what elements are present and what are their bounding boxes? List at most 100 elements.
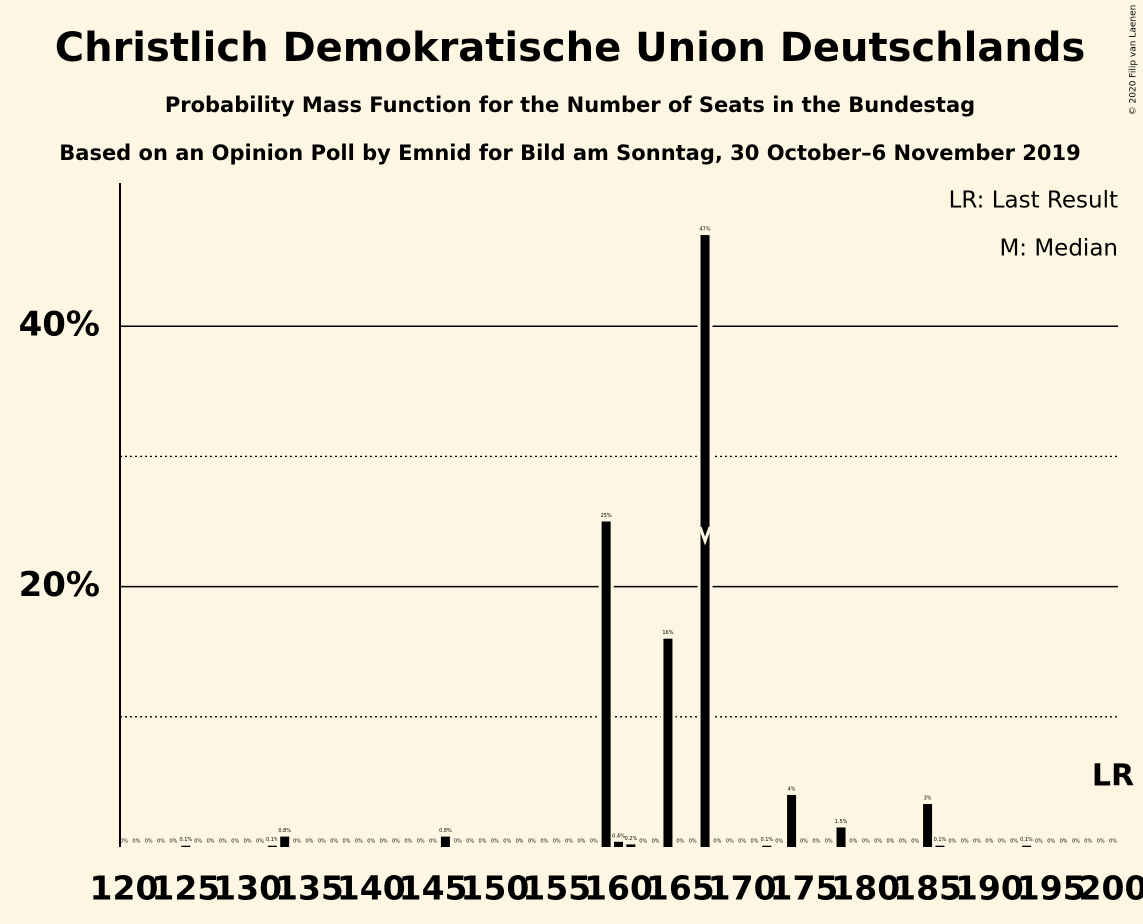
value-label: 0%: [540, 839, 548, 845]
x-tick-label: 145: [399, 869, 468, 908]
bar: [836, 827, 846, 847]
value-label: 0%: [479, 839, 487, 845]
bar: [267, 845, 277, 847]
value-label: 0.4%: [612, 833, 625, 839]
value-label: 0%: [577, 839, 585, 845]
bar: [923, 804, 933, 847]
value-label: 0%: [825, 839, 833, 845]
value-label: 0.8%: [278, 828, 291, 834]
value-label: 0.1%: [1020, 837, 1033, 843]
value-label: 0%: [207, 839, 215, 845]
bar-halo: [932, 842, 948, 847]
value-label: 0.1%: [179, 837, 192, 843]
bar: [762, 845, 772, 847]
value-label: 25%: [601, 513, 612, 519]
y-tick-label: 40%: [19, 305, 100, 345]
value-label: 0.1%: [934, 837, 947, 843]
copyright: © 2020 Filip van Laenen: [1129, 5, 1139, 116]
bar-halo: [623, 841, 639, 847]
value-label: 0%: [392, 839, 400, 845]
x-tick-label: 125: [151, 869, 220, 908]
value-label: 1.5%: [835, 819, 848, 825]
value-label: 0%: [454, 839, 462, 845]
bar: [614, 841, 623, 847]
value-label: 0%: [343, 839, 351, 845]
bar: [601, 521, 611, 847]
value-label: 0%: [948, 839, 956, 845]
value-label: 0%: [293, 839, 301, 845]
chart-subtitle: Probability Mass Function for the Number…: [165, 93, 975, 117]
value-label: 0%: [1047, 839, 1055, 845]
value-label: 0%: [169, 839, 177, 845]
value-label: 0%: [256, 839, 264, 845]
x-tick-label: 190: [955, 869, 1024, 908]
value-label: 0%: [1084, 839, 1092, 845]
value-label: 0%: [305, 839, 313, 845]
value-label: 0%: [713, 839, 721, 845]
value-label: 0%: [219, 839, 227, 845]
value-label: 0%: [1035, 839, 1043, 845]
value-label: 0%: [751, 839, 759, 845]
value-label: 0%: [676, 839, 684, 845]
x-tick-label: 160: [584, 869, 653, 908]
legend-entry: LR: Last Result: [949, 188, 1118, 214]
value-label: 16%: [662, 630, 673, 636]
value-label: 3%: [924, 796, 932, 802]
value-label: 0%: [887, 839, 895, 845]
bar: [440, 836, 450, 847]
value-label: 0%: [961, 839, 969, 845]
x-tick-label: 185: [893, 869, 962, 908]
value-label: 0%: [417, 839, 425, 845]
value-label: 47%: [699, 227, 710, 233]
value-label: 0.1%: [760, 837, 773, 843]
last-result-label: LR: [1092, 759, 1134, 794]
bar: [1021, 845, 1031, 847]
value-label: 0%: [503, 839, 511, 845]
value-label: 0%: [318, 839, 326, 845]
value-label: 0%: [380, 839, 388, 845]
value-label: 0%: [355, 839, 363, 845]
value-label: 0%: [899, 839, 907, 845]
x-tick-label: 170: [708, 869, 777, 908]
value-label: 0%: [726, 839, 734, 845]
chart-title: Christlich Demokratische Union Deutschla…: [55, 25, 1086, 71]
value-label: 0%: [998, 839, 1006, 845]
value-label: 0%: [973, 839, 981, 845]
x-tick-label: 200: [1079, 869, 1143, 908]
value-label: 0%: [911, 839, 919, 845]
bar-halo: [759, 842, 775, 847]
value-label: 0%: [775, 839, 783, 845]
value-label: 0%: [639, 839, 647, 845]
value-label: 0%: [553, 839, 561, 845]
value-label: 0%: [590, 839, 598, 845]
value-label: 0%: [194, 839, 202, 845]
value-label: 0%: [1072, 839, 1080, 845]
x-tick-label: 180: [831, 869, 900, 908]
value-label: 0%: [516, 839, 524, 845]
value-label: 0%: [528, 839, 536, 845]
bar: [181, 845, 191, 847]
value-label: 0%: [157, 839, 165, 845]
bar-halo: [178, 842, 194, 847]
x-tick-label: 150: [460, 869, 529, 908]
value-label: 0%: [429, 839, 437, 845]
value-label: 0%: [367, 839, 375, 845]
bar: [935, 845, 945, 847]
value-label: 0%: [132, 839, 140, 845]
x-tick-label: 175: [769, 869, 838, 908]
value-label: 0%: [874, 839, 882, 845]
x-tick-label: 135: [275, 869, 344, 908]
y-tick-label: 20%: [19, 565, 100, 605]
value-label: 0%: [466, 839, 474, 845]
x-tick-label: 130: [213, 869, 282, 908]
bar: [626, 844, 636, 847]
bar-halo: [1018, 842, 1034, 847]
value-label: 0%: [800, 839, 808, 845]
value-label: 0%: [565, 839, 573, 845]
x-tick-label: 195: [1017, 869, 1086, 908]
value-label: 0.2%: [625, 836, 638, 842]
chart-subtitle: Based on an Opinion Poll by Emnid for Bi…: [59, 141, 1080, 165]
x-tick-label: 140: [337, 869, 406, 908]
value-label: 0%: [404, 839, 412, 845]
